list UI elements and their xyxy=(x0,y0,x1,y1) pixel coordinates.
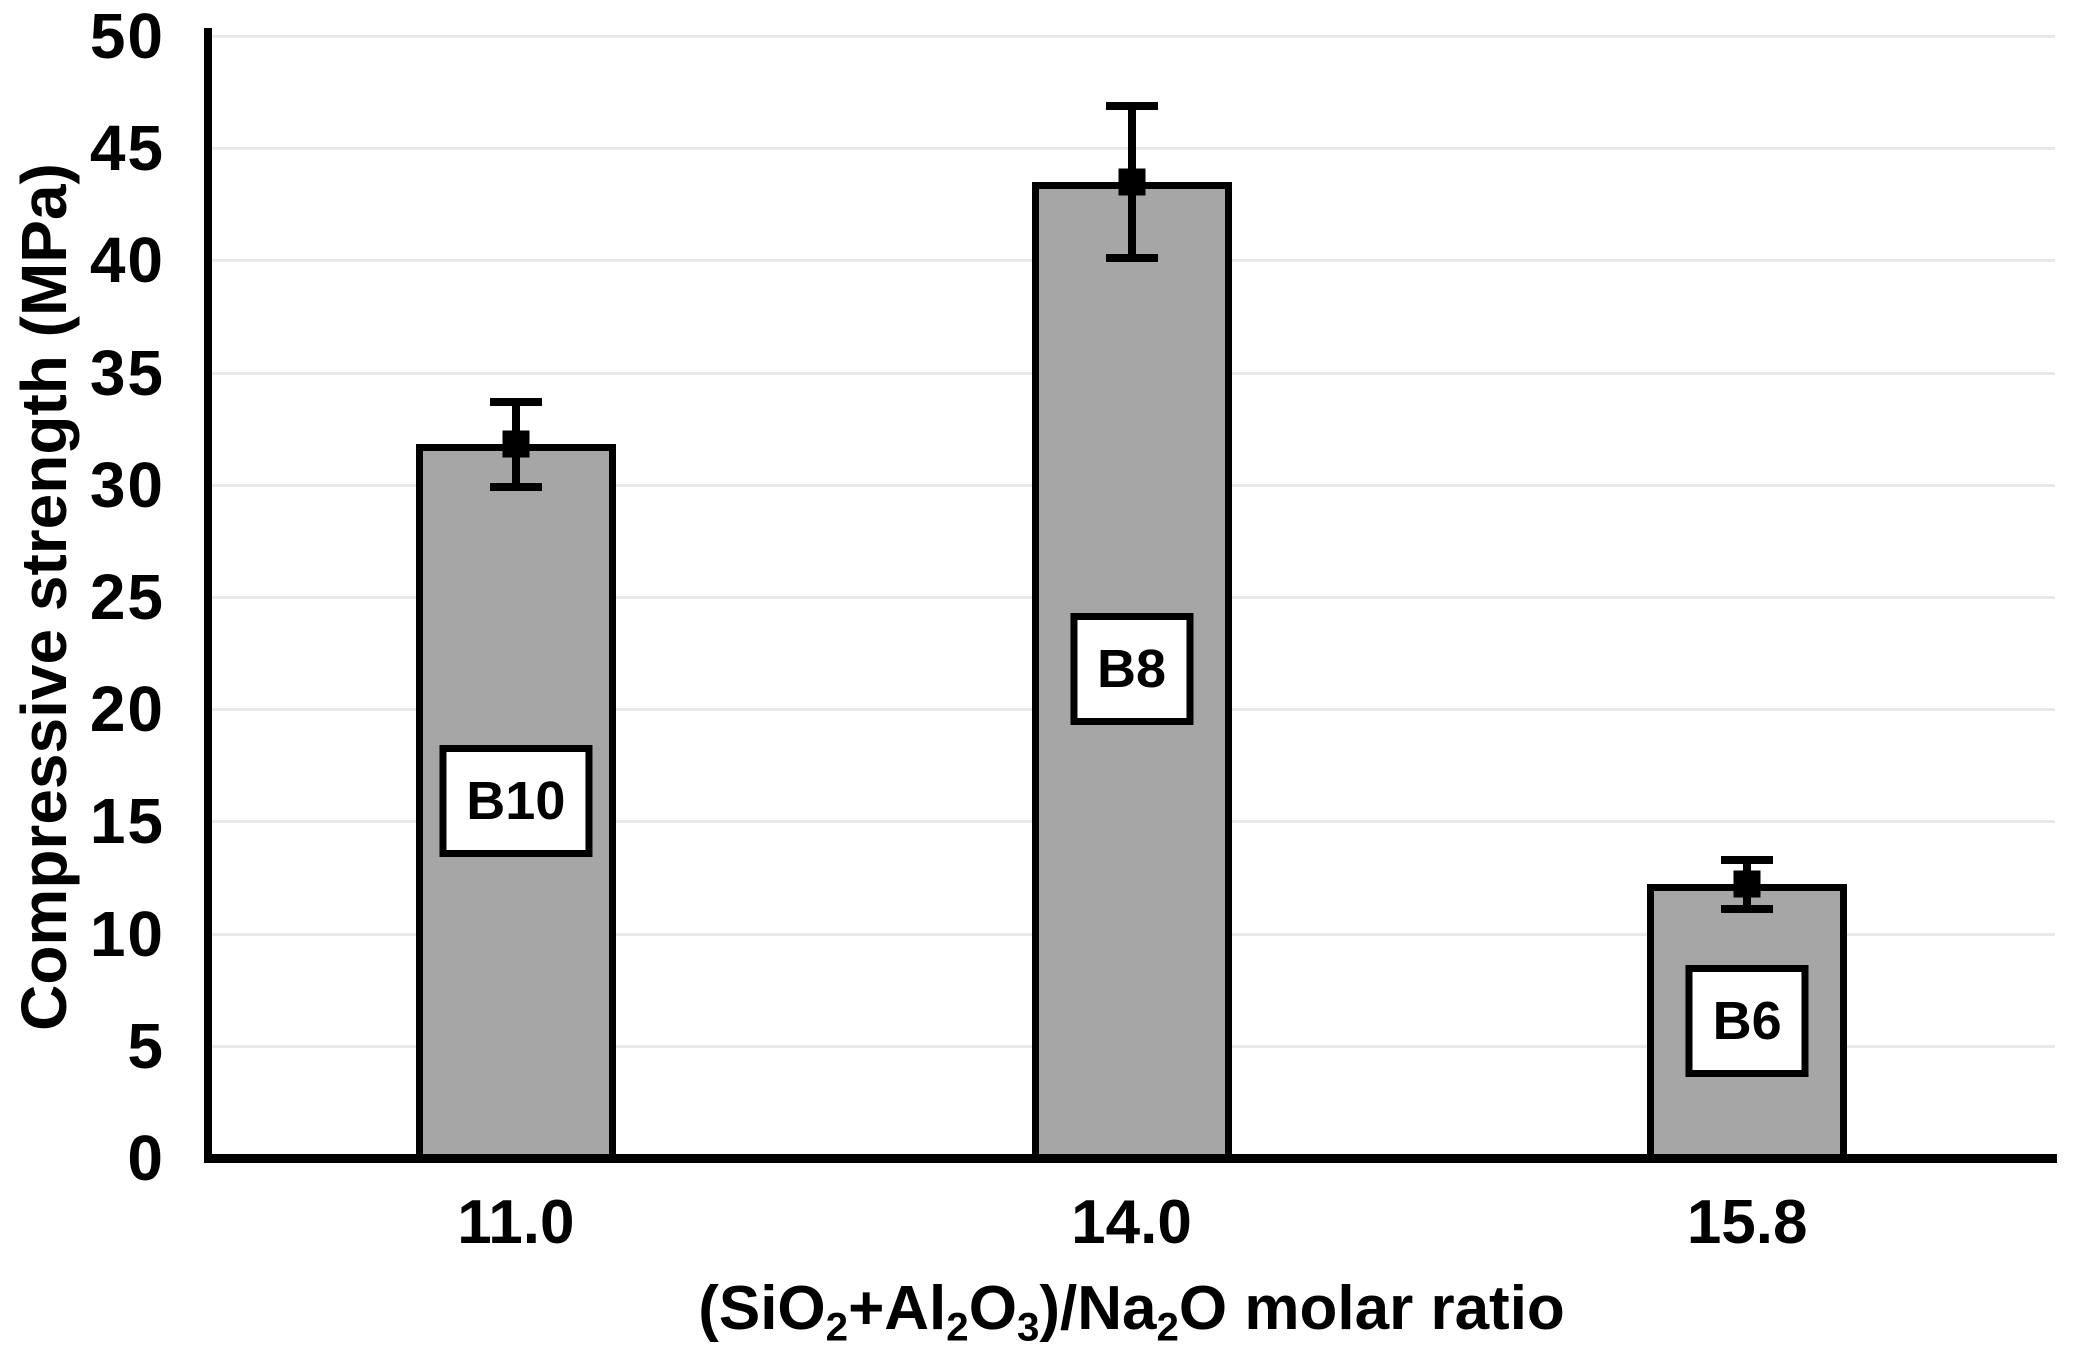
x-axis-title-subscript: 3 xyxy=(1016,1304,1040,1350)
y-axis-tick-label: 15 xyxy=(89,785,165,858)
mean-marker xyxy=(1118,168,1145,196)
error-bar-cap xyxy=(489,483,542,492)
x-axis-title-subscript: 2 xyxy=(1156,1304,1179,1350)
x-axis-title-text: +Al xyxy=(848,1274,947,1343)
y-axis-tick-label: 5 xyxy=(127,1009,165,1082)
y-axis-line xyxy=(204,28,212,1163)
x-axis-title-text: )/Na xyxy=(1039,1274,1157,1343)
x-axis-title-subscript: 2 xyxy=(946,1304,969,1350)
x-axis-title: (SiO2+Al2O3)/Na2O molar ratio xyxy=(698,1278,1565,1348)
x-axis-line xyxy=(204,1153,2057,1163)
x-axis-title-text: (SiO xyxy=(698,1274,826,1343)
y-axis-tick-label: 10 xyxy=(89,897,165,970)
x-axis-title-text: O xyxy=(968,1274,1017,1343)
y-axis-tick-label: 0 xyxy=(127,1122,165,1194)
y-axis-tick-label: 35 xyxy=(89,336,165,409)
bar-label-box-b6: B6 xyxy=(1685,965,1809,1078)
x-axis-tick-label: 15.8 xyxy=(1686,1188,1808,1257)
error-bar-cap xyxy=(1721,904,1774,913)
error-bar-cap xyxy=(1105,254,1158,263)
bar-label-box-b10: B10 xyxy=(439,745,593,858)
error-bar-cap xyxy=(1105,101,1158,110)
mean-marker xyxy=(502,430,530,458)
y-axis-tick-label: 45 xyxy=(89,112,165,185)
y-axis-tick-label: 25 xyxy=(89,561,165,633)
y-axis-tick-label: 30 xyxy=(89,448,165,521)
x-axis-title-subscript: 2 xyxy=(825,1304,849,1350)
x-axis-title-text: O molar ratio xyxy=(1178,1274,1565,1343)
error-bar-cap xyxy=(489,397,542,406)
horizontal-gridline xyxy=(208,35,2055,38)
y-axis-tick-label: 20 xyxy=(89,673,165,746)
y-axis-tick-label: 50 xyxy=(89,0,165,72)
bar-label-box-b8: B8 xyxy=(1069,612,1194,725)
y-axis-tick-label: 40 xyxy=(89,224,165,297)
x-axis-tick-label: 11.0 xyxy=(457,1188,575,1257)
error-bar-cap xyxy=(1721,855,1774,864)
x-axis-tick-label: 14.0 xyxy=(1071,1188,1192,1257)
mean-marker xyxy=(1733,870,1761,898)
